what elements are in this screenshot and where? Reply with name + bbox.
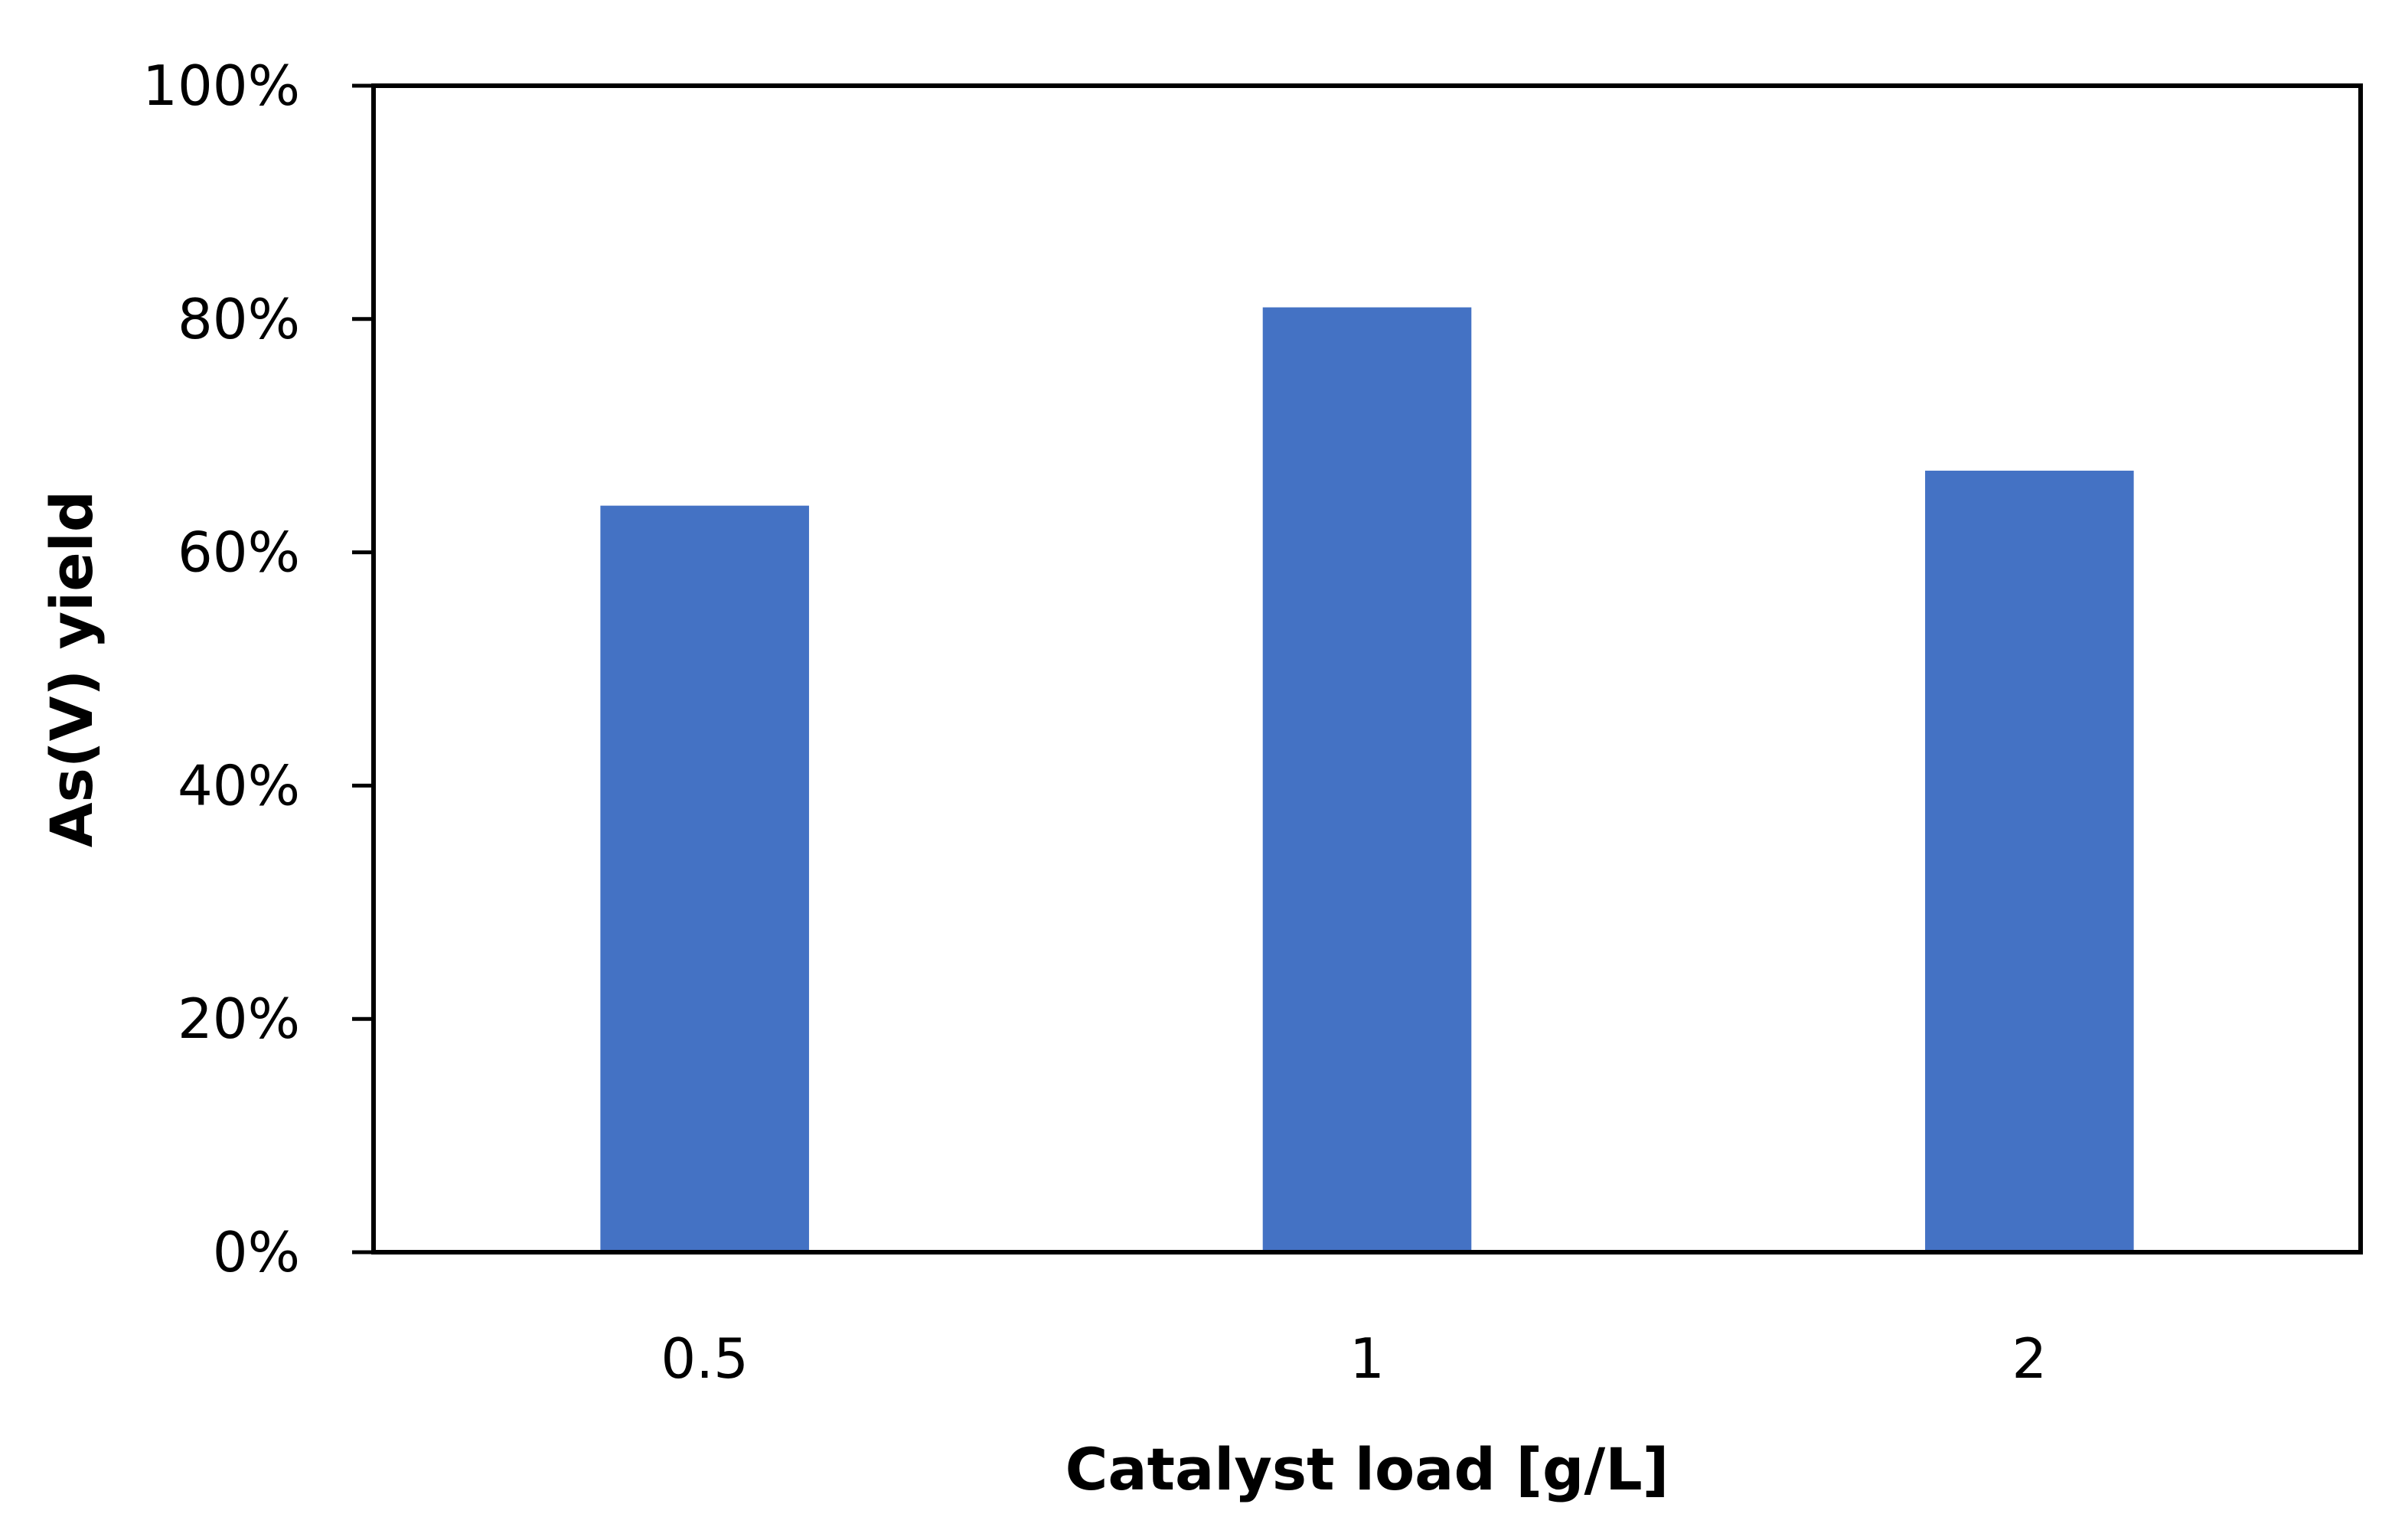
y-axis-ticks: 0% 20% 40% 60% 80% 100%: [142, 54, 374, 1284]
y-tick-label: 20%: [178, 987, 300, 1051]
y-tick-label: 60%: [178, 520, 300, 585]
y-tick-label: 0%: [213, 1220, 300, 1284]
x-axis-tick-labels: 0.5 1 2: [661, 1326, 2047, 1391]
bar-2: [1925, 470, 2134, 1252]
y-tick-label: 40%: [178, 753, 300, 817]
bar-0.5: [600, 505, 809, 1252]
bar-series: [600, 307, 2134, 1252]
x-tick-label: 0.5: [661, 1326, 749, 1391]
plot-area-frame: [371, 83, 2363, 1255]
y-tick-label: 80%: [178, 287, 300, 351]
x-axis-title: Catalyst load [g/L]: [1065, 1435, 1669, 1503]
bar-1: [1262, 307, 1472, 1252]
x-tick-label: 1: [1349, 1326, 1385, 1391]
y-tick-label: 100%: [142, 54, 300, 118]
x-tick-label: 2: [2012, 1326, 2047, 1391]
y-axis-title: As(V) yield: [38, 491, 106, 847]
